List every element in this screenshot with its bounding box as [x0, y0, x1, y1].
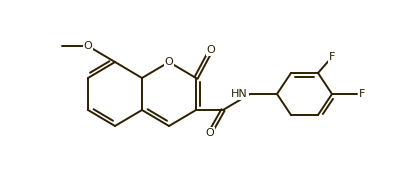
Text: HN: HN — [231, 89, 248, 99]
Text: O: O — [165, 57, 173, 67]
Text: O: O — [83, 41, 92, 51]
Text: F: F — [359, 89, 365, 99]
Text: F: F — [329, 52, 335, 62]
Text: O: O — [206, 128, 214, 138]
Text: O: O — [207, 45, 216, 55]
